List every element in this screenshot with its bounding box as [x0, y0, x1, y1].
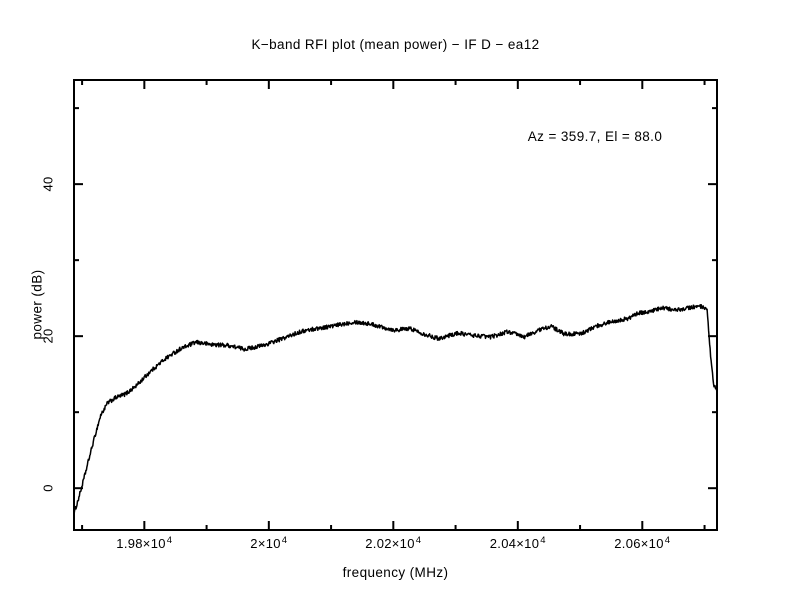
- axis-ticks: [74, 80, 717, 530]
- axis-box: [73, 79, 718, 531]
- x-tick-label: 2.06×104: [614, 535, 671, 551]
- x-tick-label: 2×104: [250, 535, 288, 551]
- mean-power-trace: [73, 304, 718, 516]
- x-tick-label: 2.04×104: [489, 535, 546, 551]
- y-tick-label: 20: [40, 328, 56, 344]
- y-tick-label: 0: [40, 484, 56, 492]
- x-tick-label: 2.02×104: [365, 535, 422, 551]
- x-tick-label: 1.98×104: [116, 535, 173, 551]
- y-tick-label: 40: [40, 176, 56, 192]
- pointing-annotation: Az = 359.7, El = 88.0: [527, 129, 663, 144]
- x-axis-label: frequency (MHz): [342, 565, 449, 580]
- plot-title: K−band RFI plot (mean power) − IF D − ea…: [251, 37, 540, 52]
